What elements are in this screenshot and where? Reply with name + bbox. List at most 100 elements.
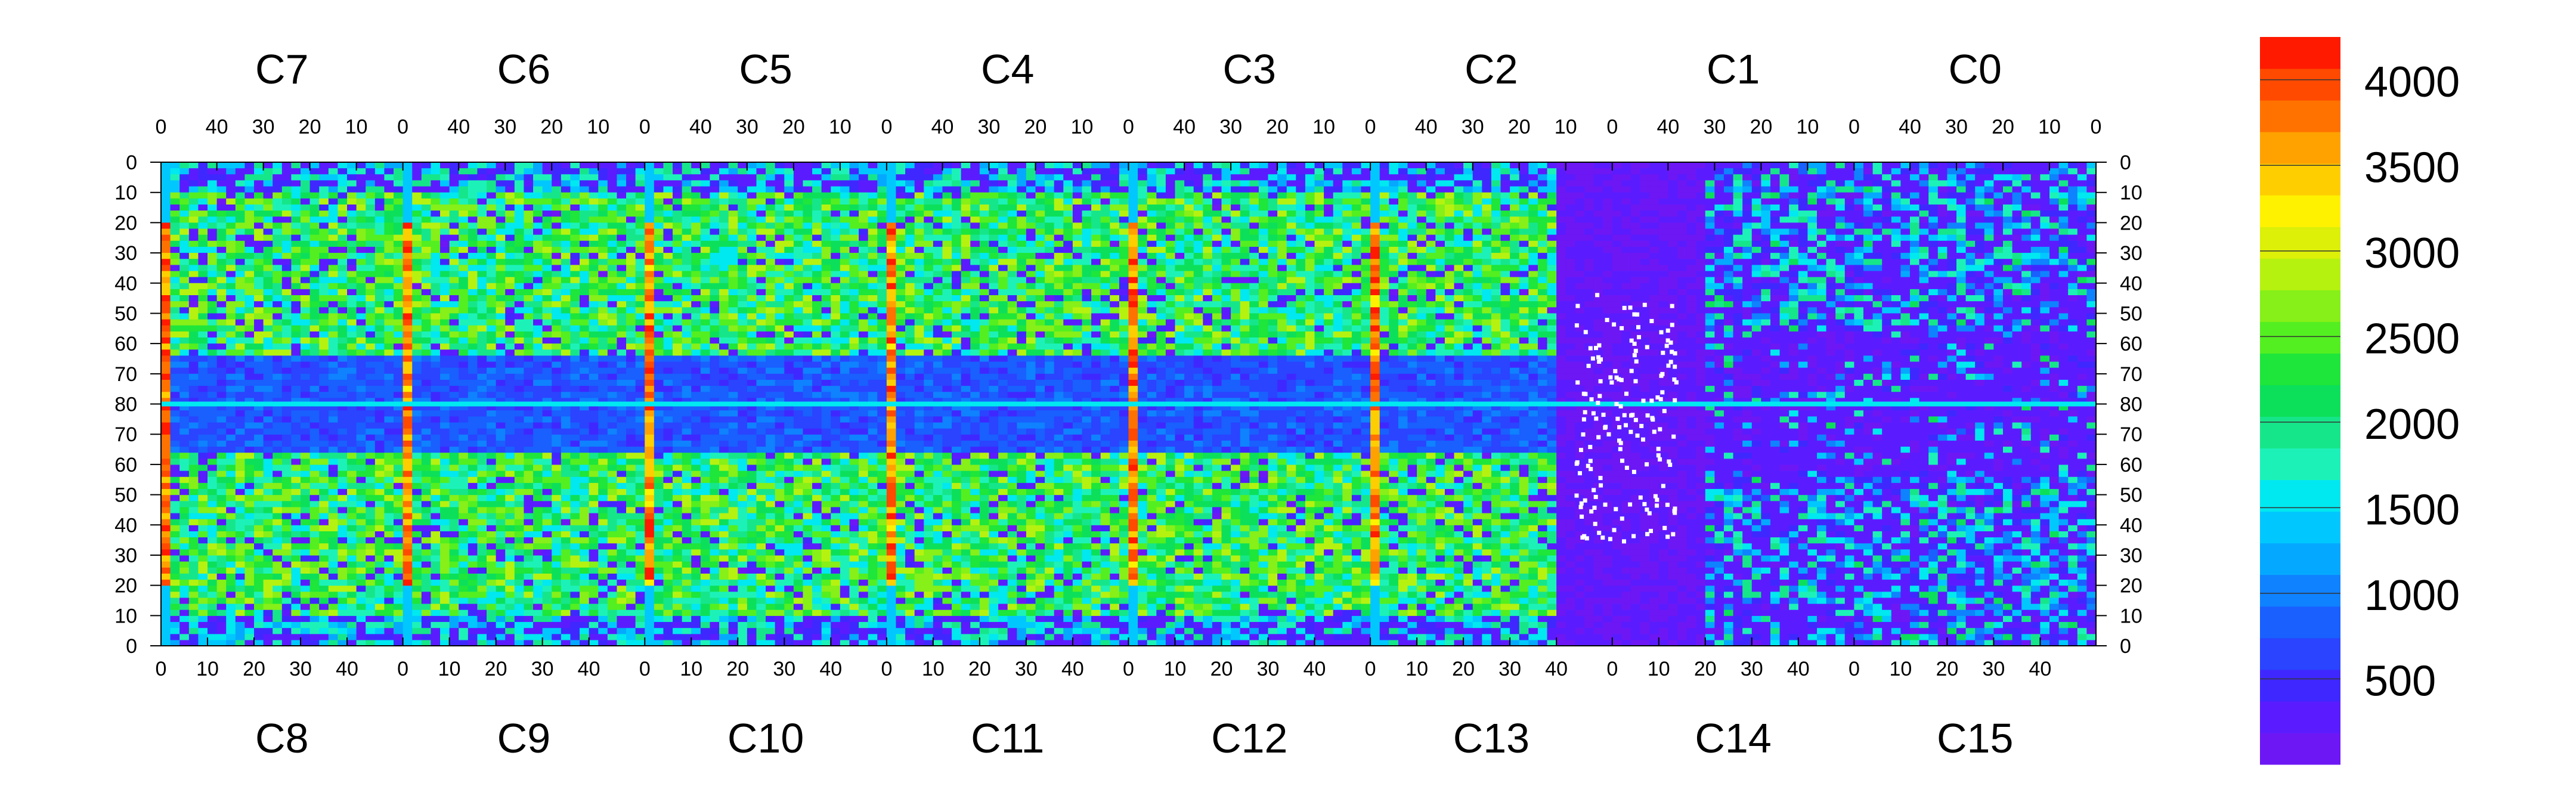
heatmap-cell: [682, 313, 692, 320]
heatmap-cell: [264, 295, 273, 302]
heatmap-cell: [515, 410, 524, 417]
heatmap-cell: [524, 349, 533, 356]
heatmap-cell: [487, 628, 496, 634]
heatmap-cell: [608, 434, 617, 441]
heatmap-cell: [347, 501, 357, 507]
heatmap-cell: [673, 210, 682, 217]
heatmap-cell: [366, 392, 375, 398]
heatmap-cell: [412, 573, 422, 580]
heatmap-cell: [543, 586, 552, 592]
heatmap-cell: [496, 193, 506, 199]
heatmap-cell: [171, 488, 180, 495]
heatmap-cell: [477, 579, 487, 586]
heatmap-cell: [450, 470, 459, 477]
heatmap-cell: [208, 640, 217, 646]
heatmap-cell: [384, 199, 394, 205]
heatmap-cell: [338, 210, 347, 217]
heatmap-cell: [254, 537, 264, 544]
heatmap-cell: [803, 253, 812, 259]
heatmap-cell: [301, 476, 310, 483]
heatmap-cell: [515, 440, 524, 447]
heatmap-cell: [580, 603, 589, 610]
heatmap-cell: [505, 579, 515, 586]
heatmap-cell: [161, 531, 171, 537]
heatmap-cell: [515, 368, 524, 374]
heatmap-cell: [487, 374, 496, 380]
heatmap-cell: [487, 392, 496, 398]
heatmap-cell: [580, 326, 589, 332]
heatmap-cell: [440, 265, 450, 271]
heatmap-cell: [552, 332, 561, 338]
heatmap-cell: [598, 453, 608, 459]
heatmap-cell: [208, 416, 217, 423]
heatmap-cell: [654, 295, 664, 302]
heatmap-cell: [319, 543, 329, 550]
heatmap-cell: [543, 277, 552, 284]
heatmap-cell: [319, 621, 329, 628]
heatmap-cell: [840, 338, 850, 344]
heatmap-cell: [217, 386, 227, 392]
heatmap-cell: [338, 235, 347, 242]
heatmap-cell: [189, 187, 199, 193]
heatmap-cell: [412, 259, 422, 265]
heatmap-cell: [626, 434, 636, 441]
heatmap-cell: [477, 355, 487, 362]
heatmap-cell: [682, 355, 692, 362]
heatmap-cell: [366, 621, 375, 628]
heatmap-cell: [208, 386, 217, 392]
heatmap-cell: [617, 476, 626, 483]
heatmap-cell: [226, 392, 236, 398]
heatmap-cell: [496, 320, 506, 326]
heatmap-cell: [738, 320, 747, 326]
heatmap-cell: [366, 320, 375, 326]
heatmap-cell: [784, 271, 794, 277]
heatmap-cell: [254, 440, 264, 447]
heatmap-cell: [682, 283, 692, 290]
heatmap-cell: [375, 180, 385, 187]
heatmap-cell: [291, 362, 301, 369]
heatmap-cell: [403, 501, 413, 507]
heatmap-cell: [394, 446, 403, 453]
heatmap-cell: [217, 235, 227, 242]
heatmap-cell: [171, 482, 180, 489]
heatmap-cell: [496, 247, 506, 253]
heatmap-cell: [524, 235, 533, 242]
heatmap-cell: [719, 199, 729, 205]
heatmap-cell: [543, 307, 552, 314]
heatmap-cell: [412, 555, 422, 562]
heatmap-cell: [291, 453, 301, 459]
heatmap-cell: [347, 174, 357, 181]
heatmap-cell: [431, 193, 440, 199]
heatmap-cell: [171, 199, 180, 205]
heatmap-cell: [747, 168, 757, 175]
heatmap-cell: [701, 271, 710, 277]
heatmap-cell: [608, 235, 617, 242]
heatmap-cell: [291, 543, 301, 550]
heatmap-cell: [422, 573, 431, 580]
heatmap-cell: [570, 168, 580, 175]
heatmap-cell: [273, 525, 282, 531]
heatmap-cell: [552, 343, 561, 350]
heatmap-cell: [589, 271, 599, 277]
heatmap-cell: [682, 247, 692, 253]
heatmap-cell: [226, 567, 236, 574]
heatmap-cell: [301, 453, 310, 459]
heatmap-cell: [515, 416, 524, 423]
heatmap-cell: [877, 222, 887, 229]
heatmap-cell: [171, 193, 180, 199]
heatmap-cell: [450, 586, 459, 592]
heatmap-cell: [310, 349, 320, 356]
heatmap-cell: [264, 609, 273, 616]
heatmap-cell: [617, 355, 626, 362]
heatmap-cell: [617, 222, 626, 229]
heatmap-cell: [636, 210, 645, 217]
heatmap-cell: [161, 416, 171, 423]
heatmap-cell: [189, 283, 199, 290]
heatmap-cell: [459, 168, 468, 175]
heatmap-cell: [496, 609, 506, 616]
heatmap-cell: [273, 283, 282, 290]
heatmap-cell: [198, 525, 208, 531]
heatmap-cell: [515, 501, 524, 507]
heatmap-cell: [543, 301, 552, 308]
heatmap-cell: [580, 573, 589, 580]
